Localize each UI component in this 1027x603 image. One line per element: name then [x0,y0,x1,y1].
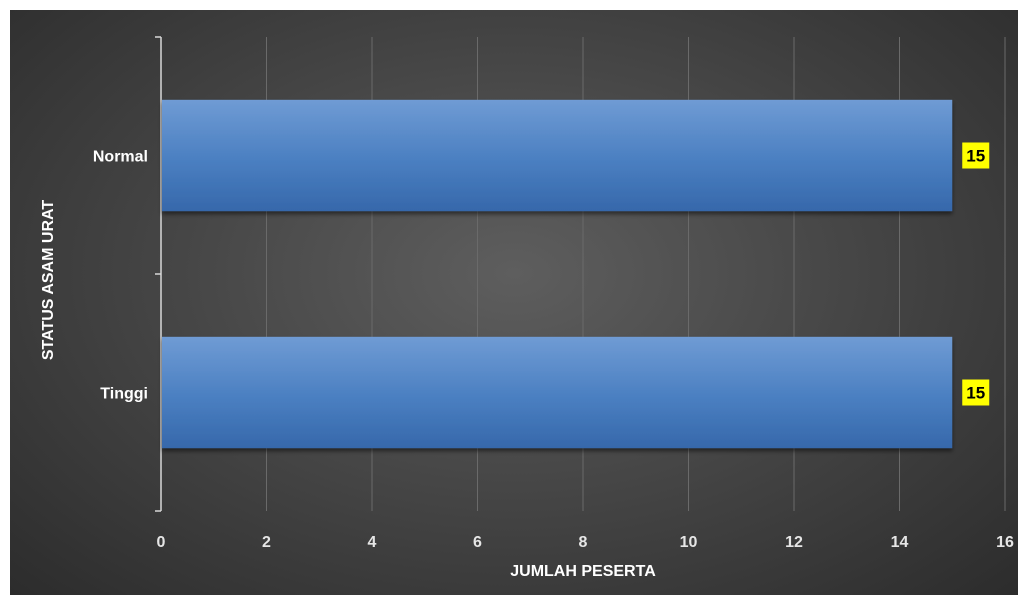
bar-tinggi [162,336,953,449]
bar-normal [162,99,953,212]
data-label: 15 [966,384,985,403]
x-tick-label: 16 [996,534,1014,551]
y-axis [155,36,162,512]
bars [162,99,953,449]
x-tick-label: 4 [368,534,377,551]
x-tick-label: 12 [785,534,803,551]
labels: 0 2 4 6 8 10 12 14 16 Normal 15 Tinggi 15 [93,142,1014,551]
category-label: Tinggi [100,386,148,403]
chart-container: 0 2 4 6 8 10 12 14 16 Normal 15 Tinggi 15 JUMLAH PES… [10,10,1018,595]
data-label-box [962,379,990,406]
x-tick-label: 10 [680,534,698,551]
x-tick-label: 8 [579,534,588,551]
x-tick-label: 14 [891,534,909,551]
category-label: Normal [93,149,148,166]
data-label: 15 [966,147,985,166]
bar-chart: 0 2 4 6 8 10 12 14 16 Normal 15 Tinggi 15 JUMLAH PES… [40,36,1014,580]
data-label-box [962,142,990,169]
x-tick-label: 0 [157,534,166,551]
x-axis-title: JUMLAH PESERTA [510,563,656,580]
y-axis-title: STATUS ASAM URAT [40,200,57,361]
x-tick-label: 6 [473,534,482,551]
x-tick-label: 2 [262,534,271,551]
